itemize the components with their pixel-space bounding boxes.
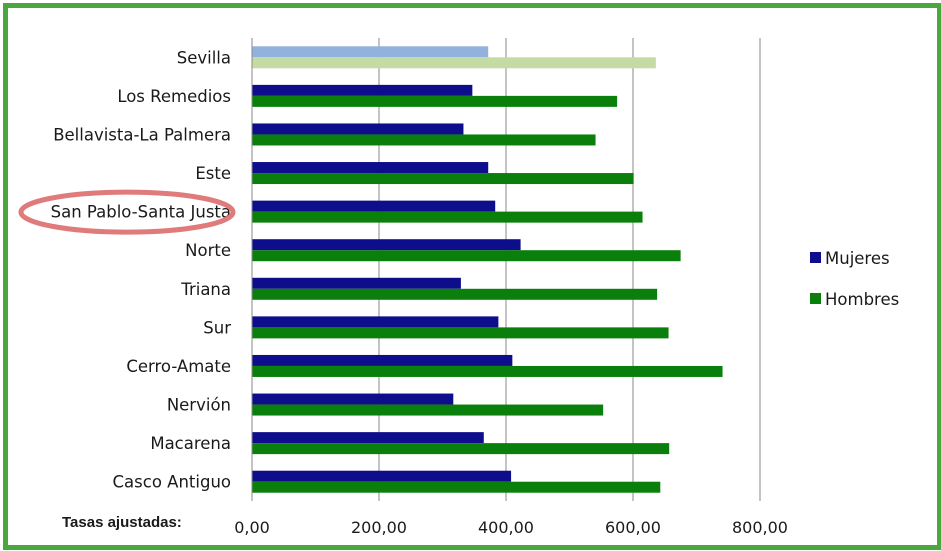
bar-mujeres-los-remedios xyxy=(252,84,473,96)
category-label-casco-antiguo: Casco Antiguo xyxy=(113,473,231,492)
category-label-sevilla: Sevilla xyxy=(177,48,231,67)
legend-swatch-mujeres xyxy=(810,252,821,263)
x-axis-label: Tasas ajustadas: xyxy=(62,514,182,531)
x-tick-labels: 0,00 200,00 400,00 600,00 800,00 xyxy=(234,518,788,537)
category-label-cerro-amate: Cerro-Amate xyxy=(126,357,231,376)
x-tick-label: 600,00 xyxy=(605,518,661,537)
bar-hombres-sevilla xyxy=(252,57,656,69)
highlight-circle xyxy=(18,189,236,235)
category-label-los-remedios: Los Remedios xyxy=(117,87,231,106)
bar-hombres-nervion xyxy=(252,404,604,416)
bar-mujeres-bellavista-la-palmera xyxy=(252,123,464,135)
category-label-macarena: Macarena xyxy=(150,434,231,453)
legend-label-mujeres: Mujeres xyxy=(825,249,890,268)
category-labels: Sevilla Los Remedios Bellavista-La Palmera… xyxy=(51,48,232,491)
bar-hombres-sur xyxy=(252,327,669,339)
category-label-nervion: Nervión xyxy=(167,396,231,415)
bar-mujeres-este xyxy=(252,162,489,174)
category-label-bellavista-la-palmera: Bellavista-La Palmera xyxy=(53,125,231,144)
bar-hombres-macarena xyxy=(252,443,670,455)
bar-hombres-casco-antiguo xyxy=(252,481,661,493)
x-tick-label: 400,00 xyxy=(478,518,534,537)
bar-mujeres-sevilla xyxy=(252,46,489,58)
bar-hombres-bellavista-la-palmera xyxy=(252,134,596,146)
bar-mujeres-casco-antiguo xyxy=(252,470,512,482)
bar-mujeres-norte xyxy=(252,239,521,251)
legend: Mujeres Hombres xyxy=(810,249,899,309)
bar-mujeres-triana xyxy=(252,277,461,289)
bar-mujeres-sur xyxy=(252,316,499,328)
bar-hombres-san-pablo-santa-justa xyxy=(252,211,643,223)
bar-hombres-norte xyxy=(252,250,681,262)
bar-hombres-cerro-amate xyxy=(252,365,723,377)
gridlines xyxy=(378,38,761,501)
x-tick-label: 800,00 xyxy=(732,518,788,537)
category-label-sur: Sur xyxy=(203,318,231,337)
x-tick-label: 200,00 xyxy=(351,518,407,537)
category-label-norte: Norte xyxy=(185,241,231,260)
bar-mujeres-nervion xyxy=(252,393,454,405)
x-tick-label: 0,00 xyxy=(234,518,270,537)
category-label-san-pablo-santa-justa: San Pablo-Santa Justa xyxy=(51,203,231,222)
bars xyxy=(252,46,723,493)
bar-hombres-los-remedios xyxy=(252,95,618,107)
legend-swatch-hombres xyxy=(810,293,821,304)
category-label-triana: Triana xyxy=(180,280,231,299)
bar-mujeres-san-pablo-santa-justa xyxy=(252,200,496,212)
bar-mujeres-cerro-amate xyxy=(252,354,513,366)
category-label-este: Este xyxy=(195,164,231,183)
legend-label-hombres: Hombres xyxy=(825,290,899,309)
bar-hombres-triana xyxy=(252,288,658,300)
bar-hombres-este xyxy=(252,173,634,185)
bar-mujeres-macarena xyxy=(252,432,484,444)
